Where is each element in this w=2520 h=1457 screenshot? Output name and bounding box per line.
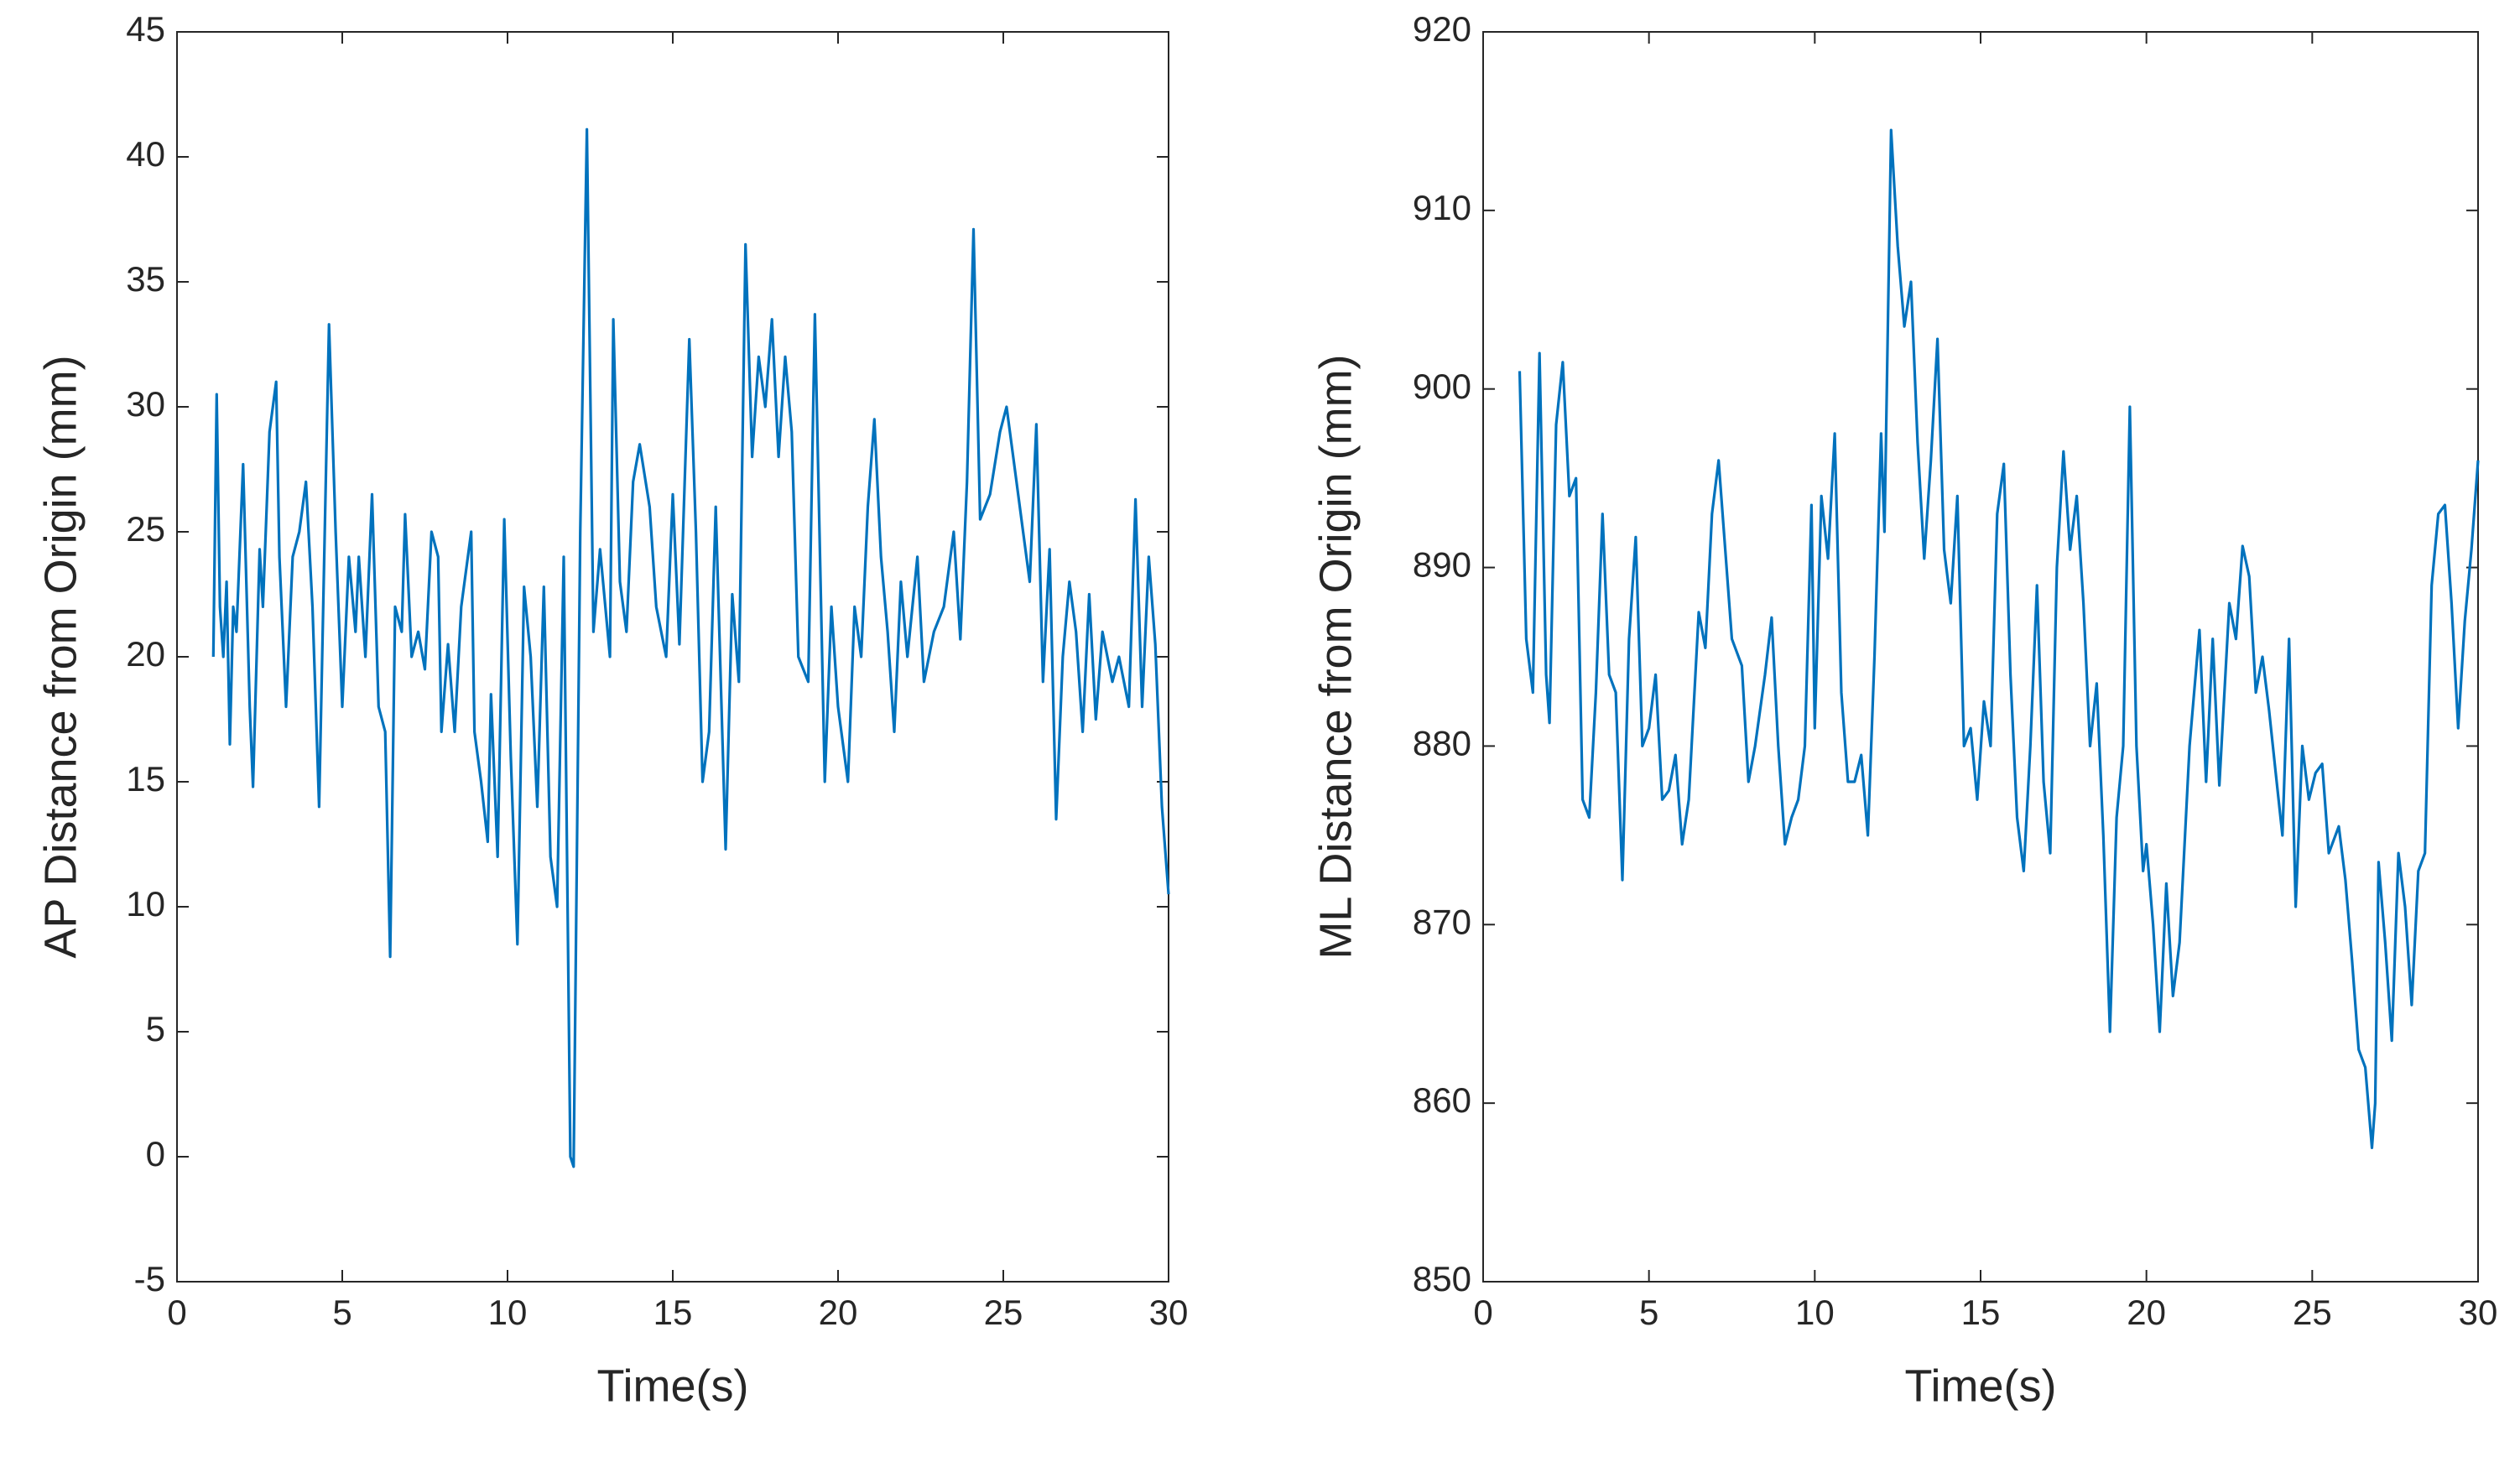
x-tick-label: 15 — [1961, 1293, 2001, 1332]
y-tick-label: 900 — [1413, 367, 1471, 406]
y-tick-label: 850 — [1413, 1259, 1471, 1298]
plot-area — [1482, 31, 2479, 1283]
x-tick-label: 10 — [1795, 1293, 1835, 1332]
data-line — [1518, 128, 2480, 1149]
x-tick-label: 10 — [488, 1293, 528, 1332]
y-tick-label: 5 — [146, 1009, 165, 1049]
y-tick-label: 920 — [1413, 9, 1471, 49]
x-tick-label: 0 — [167, 1293, 186, 1332]
y-tick-label: 35 — [126, 259, 165, 299]
y-axis-label: ML Distance from Origin (mm) — [1310, 354, 1361, 959]
y-tick-label: 25 — [126, 509, 165, 549]
y-tick-label: 40 — [126, 134, 165, 174]
x-tick-label: 15 — [653, 1293, 693, 1332]
y-tick-label: -5 — [134, 1259, 165, 1298]
y-tick-label: 30 — [126, 384, 165, 424]
y-tick-label: 0 — [146, 1134, 165, 1173]
y-tick-label: 890 — [1413, 545, 1471, 585]
x-tick-label: 25 — [2293, 1293, 2332, 1332]
y-tick-label: 880 — [1413, 724, 1471, 763]
x-tick-label: 5 — [1639, 1293, 1658, 1332]
x-tick-label: 25 — [984, 1293, 1023, 1332]
x-tick-label: 20 — [2127, 1293, 2166, 1332]
x-tick-label: 30 — [1149, 1293, 1189, 1332]
x-axis-label: Time(s) — [597, 1361, 749, 1411]
y-tick-label: 910 — [1413, 188, 1471, 227]
x-tick-label: 20 — [819, 1293, 858, 1332]
x-tick-label: 5 — [332, 1293, 351, 1332]
y-tick-label: 860 — [1413, 1080, 1471, 1120]
x-axis-label: Time(s) — [1905, 1361, 2057, 1411]
plot-area — [176, 31, 1169, 1283]
y-tick-label: 870 — [1413, 902, 1471, 941]
y-tick-label: 20 — [126, 634, 165, 674]
y-tick-label: 10 — [126, 884, 165, 924]
y-tick-label: 15 — [126, 759, 165, 799]
y-axis-label: AP Distance from Origin (mm) — [35, 355, 86, 958]
y-tick-label: 45 — [126, 9, 165, 49]
data-line — [211, 127, 1170, 1168]
x-tick-label: 0 — [1473, 1293, 1492, 1332]
x-tick-label: 30 — [2459, 1293, 2498, 1332]
